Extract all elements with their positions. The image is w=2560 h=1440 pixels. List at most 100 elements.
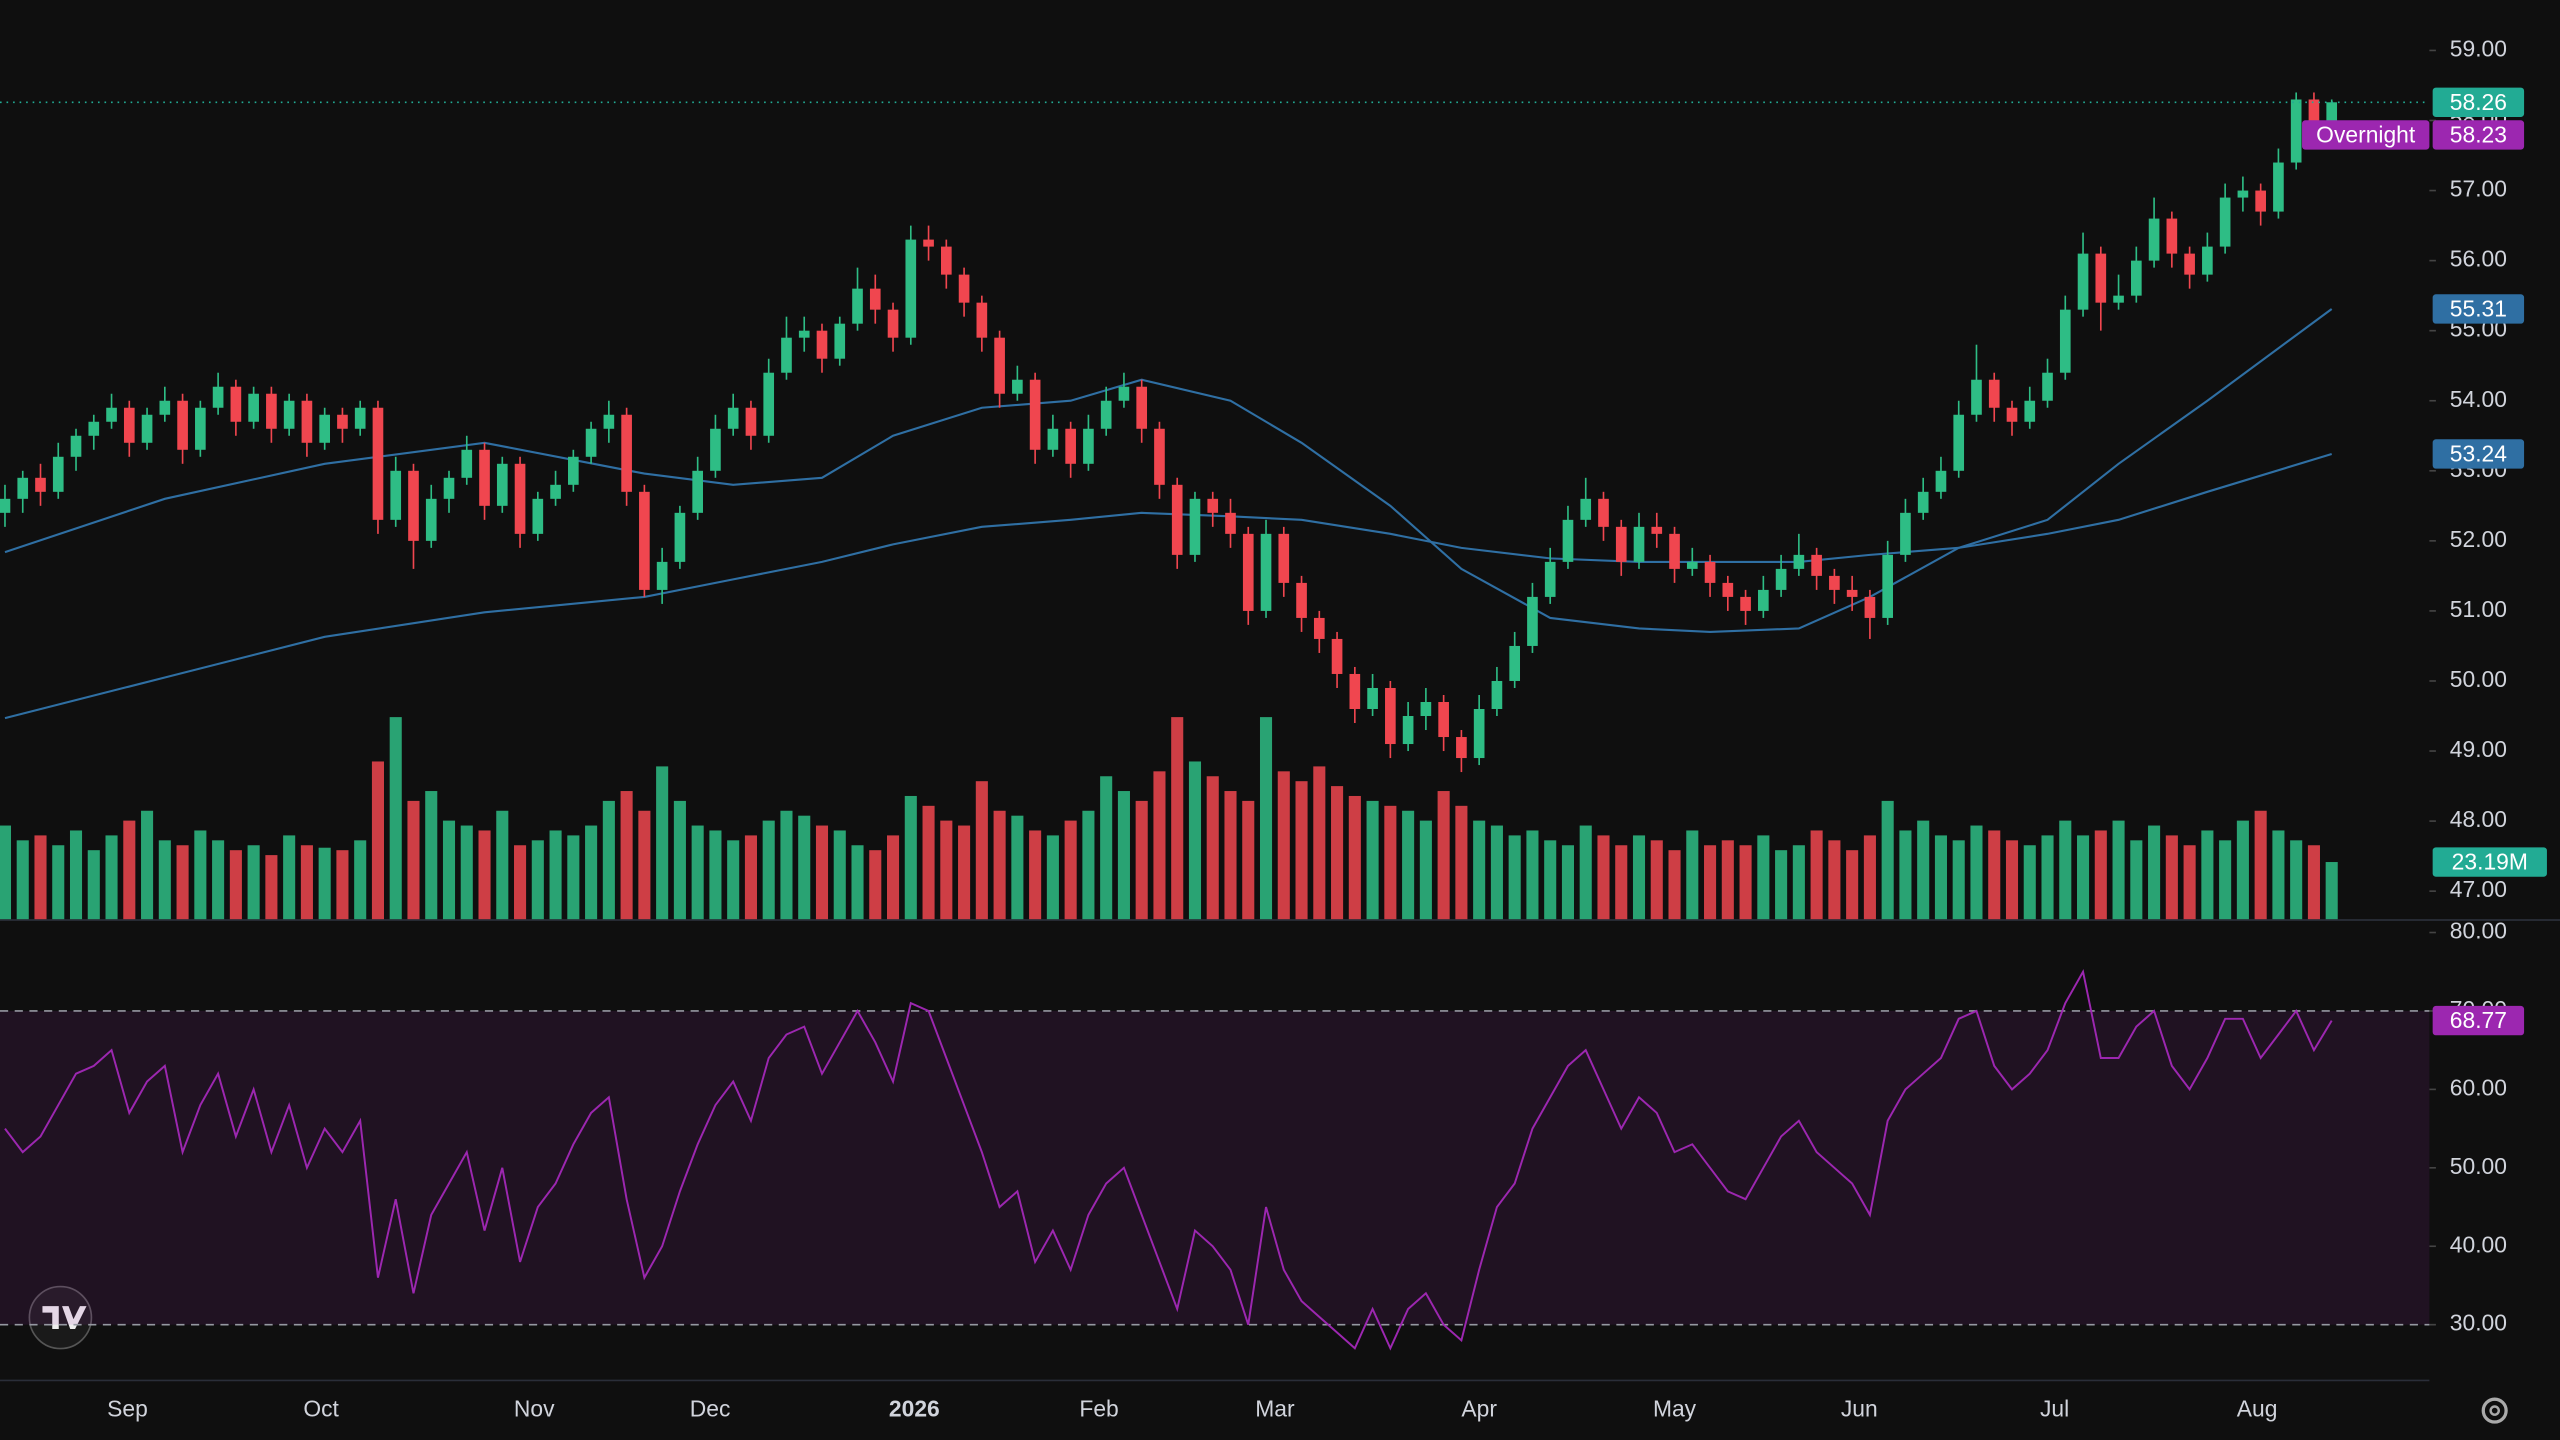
logo-circle[interactable]: [28, 1285, 93, 1350]
volume-bar: [1863, 835, 1876, 920]
settings-button[interactable]: [2481, 1397, 2508, 1424]
candle-body: [621, 414, 632, 492]
volume-bar: [2112, 820, 2125, 920]
volume-bar: [52, 845, 65, 920]
candle-body: [1100, 400, 1112, 429]
volume-bar: [1206, 776, 1219, 920]
y-tick-label: 57.00: [2450, 176, 2507, 202]
candle-body: [1473, 709, 1485, 759]
volume-bar: [105, 835, 118, 920]
candle-body: [1722, 582, 1734, 597]
volume-bar: [1259, 717, 1273, 920]
candle-body: [1882, 554, 1893, 618]
candle-body: [2273, 162, 2284, 212]
last-price-label-box: [2432, 87, 2525, 117]
gear-center[interactable]: [2489, 1405, 2500, 1416]
logo[interactable]: [28, 1285, 93, 1350]
candle-body: [1971, 379, 1982, 415]
candle-body: [1367, 687, 1378, 710]
y-tick-label: 52.00: [2450, 526, 2507, 552]
candle-body: [976, 302, 988, 338]
volume-bar: [1402, 810, 1415, 920]
candle-body: [195, 407, 206, 450]
volume-bar: [1739, 845, 1752, 920]
logo-mark[interactable]: [42, 1306, 87, 1329]
candle-body: [35, 477, 46, 492]
candle-body: [2166, 218, 2178, 254]
gear-icon[interactable]: [2481, 1397, 2508, 1424]
candle-body: [710, 428, 721, 471]
y-tick-label: 49.00: [2450, 736, 2507, 762]
volume-bar: [1046, 835, 1059, 920]
volume-bar: [1846, 850, 1859, 920]
volume-bar: [815, 825, 829, 920]
candle-body: [2219, 197, 2231, 247]
candle-body: [2184, 253, 2195, 275]
candles: [0, 92, 2338, 773]
volume-bar: [1224, 791, 1237, 920]
candle-body: [372, 407, 384, 520]
volume-bar: [425, 791, 438, 920]
volume-bar: [87, 850, 100, 920]
volume-bar: [1828, 840, 1841, 920]
candle-body: [2308, 99, 2320, 128]
candle-body: [1171, 484, 1183, 555]
candle-body: [1615, 526, 1627, 562]
volume-bar: [141, 810, 154, 920]
x-tick-label: Sep: [107, 1396, 148, 1422]
candle-body: [1189, 498, 1201, 555]
candle-body: [2148, 218, 2160, 261]
overnight-price-label: 58.23: [2450, 122, 2507, 148]
candle-body: [1988, 379, 2000, 408]
volume-bar: [1473, 820, 1486, 920]
moving-average-label: 53.24: [2450, 441, 2507, 467]
candle-body: [639, 491, 650, 590]
volume-bar: [176, 845, 189, 920]
volume-bar: [389, 717, 402, 920]
volume-bar: [1082, 810, 1095, 920]
rsi-value-label-box: [2432, 1005, 2525, 1036]
candle-body: [2255, 190, 2266, 212]
volume-bar: [158, 840, 171, 920]
volume-bar: [1775, 850, 1788, 920]
candle-body: [88, 421, 100, 436]
volume-bar: [1792, 845, 1805, 920]
volume-bar: [762, 820, 775, 920]
candle-body: [1278, 533, 1290, 583]
volume-bar: [993, 810, 1006, 920]
volume-bar: [940, 820, 953, 920]
candle-body: [479, 449, 490, 506]
volume-bar: [1579, 825, 1592, 920]
candle-body: [745, 407, 757, 436]
overnight-tag: Overnight: [2316, 122, 2416, 148]
candle-body: [354, 407, 366, 429]
rsi-band-fill: [0, 1010, 2430, 1325]
candle-body: [1704, 561, 1716, 583]
volume-bar: [336, 850, 349, 920]
volume-bar: [2236, 820, 2249, 920]
volume-bar: [1704, 845, 1717, 920]
candle-body: [1669, 533, 1680, 569]
candle-body: [674, 512, 686, 562]
volume-bar: [1331, 786, 1344, 920]
volume-bar: [1117, 791, 1130, 920]
volume-bar: [371, 761, 384, 920]
volume-bar: [1384, 805, 1397, 920]
candle-body: [1900, 512, 1911, 555]
candle-body: [1385, 687, 1396, 745]
volume-bar: [2077, 835, 2090, 920]
x-tick-label: Aug: [2237, 1396, 2278, 1422]
candle-body: [1242, 533, 1254, 611]
candle-body: [1118, 386, 1130, 401]
volume-bar: [265, 855, 278, 920]
candle-body: [798, 330, 810, 338]
candle-body: [230, 386, 242, 422]
y-tick-label: 51.00: [2450, 596, 2507, 622]
volume-bar: [1348, 795, 1361, 920]
candle-body: [1402, 716, 1414, 745]
candle-body: [1775, 568, 1787, 590]
moving-average-label-box: [2432, 294, 2525, 324]
candle-body: [390, 470, 402, 520]
candle-body: [1758, 589, 1769, 611]
